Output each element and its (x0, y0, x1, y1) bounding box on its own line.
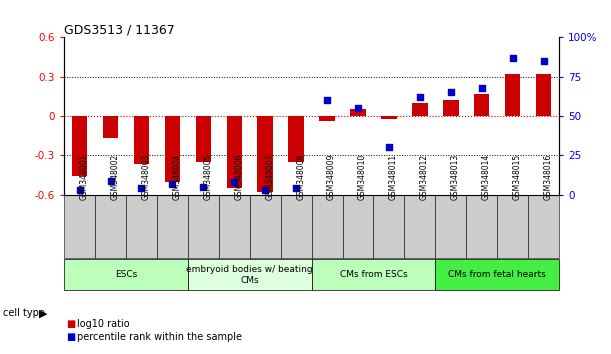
Text: ■: ■ (66, 332, 75, 342)
FancyBboxPatch shape (312, 195, 343, 258)
Point (508, 55, 518, 61)
Point (106, 178, 115, 183)
Bar (320, 116, 335, 121)
FancyBboxPatch shape (188, 259, 312, 290)
FancyBboxPatch shape (373, 195, 404, 258)
Text: GSM348002: GSM348002 (111, 154, 120, 200)
FancyBboxPatch shape (404, 195, 436, 258)
Text: CMs from fetal hearts: CMs from fetal hearts (448, 270, 546, 279)
Text: GSM348003: GSM348003 (142, 153, 150, 200)
FancyBboxPatch shape (466, 195, 497, 258)
Point (199, 184, 208, 190)
FancyBboxPatch shape (188, 195, 219, 258)
Bar (350, 109, 366, 116)
Text: GSM348009: GSM348009 (327, 153, 336, 200)
FancyBboxPatch shape (126, 195, 157, 258)
Text: percentile rank within the sample: percentile rank within the sample (77, 332, 242, 342)
Point (322, 97, 332, 103)
Point (291, 185, 301, 191)
FancyBboxPatch shape (250, 195, 280, 258)
FancyBboxPatch shape (497, 195, 528, 258)
Text: ■: ■ (66, 319, 75, 329)
FancyBboxPatch shape (312, 259, 436, 290)
Text: log10 ratio: log10 ratio (77, 319, 130, 329)
FancyBboxPatch shape (157, 195, 188, 258)
Point (137, 185, 147, 191)
Point (260, 187, 270, 193)
Text: GSM348006: GSM348006 (234, 153, 243, 200)
Text: ▶: ▶ (38, 308, 47, 318)
Point (75, 187, 84, 193)
FancyBboxPatch shape (343, 195, 373, 258)
Point (353, 105, 363, 111)
Bar (381, 116, 397, 119)
FancyBboxPatch shape (219, 195, 250, 258)
FancyBboxPatch shape (64, 195, 95, 258)
Text: embryoid bodies w/ beating
CMs: embryoid bodies w/ beating CMs (186, 265, 313, 285)
Text: GSM348005: GSM348005 (203, 153, 213, 200)
Text: GSM348004: GSM348004 (172, 153, 181, 200)
FancyBboxPatch shape (280, 195, 312, 258)
Text: GSM348015: GSM348015 (513, 154, 522, 200)
Bar (165, 116, 180, 182)
Bar (443, 100, 458, 116)
Bar (103, 116, 119, 138)
Bar (505, 74, 521, 116)
Text: GSM348014: GSM348014 (481, 154, 491, 200)
Bar (196, 116, 211, 162)
Text: GSM348011: GSM348011 (389, 154, 398, 200)
Bar (72, 116, 87, 176)
Point (539, 58, 549, 64)
FancyBboxPatch shape (436, 195, 466, 258)
Point (477, 85, 486, 90)
FancyBboxPatch shape (64, 259, 188, 290)
Text: ESCs: ESCs (115, 270, 137, 279)
Point (167, 181, 177, 187)
Bar (412, 103, 428, 116)
FancyBboxPatch shape (95, 195, 126, 258)
Bar (227, 116, 242, 188)
Text: CMs from ESCs: CMs from ESCs (340, 270, 408, 279)
Text: GSM348016: GSM348016 (544, 154, 552, 200)
Text: GSM348007: GSM348007 (265, 153, 274, 200)
Bar (536, 74, 551, 116)
Point (446, 90, 456, 95)
Text: GDS3513 / 11367: GDS3513 / 11367 (64, 23, 175, 36)
Bar (257, 116, 273, 192)
Text: GSM348001: GSM348001 (79, 154, 89, 200)
Point (415, 94, 425, 100)
FancyBboxPatch shape (528, 195, 559, 258)
Text: GSM348012: GSM348012 (420, 154, 429, 200)
Point (229, 179, 239, 185)
Text: cell type: cell type (3, 308, 45, 318)
Bar (288, 116, 304, 162)
Text: GSM348013: GSM348013 (451, 154, 460, 200)
Bar (134, 116, 149, 165)
Text: GSM348010: GSM348010 (358, 154, 367, 200)
FancyBboxPatch shape (436, 259, 559, 290)
Text: GSM348008: GSM348008 (296, 154, 305, 200)
Bar (474, 93, 489, 116)
Point (384, 144, 394, 150)
